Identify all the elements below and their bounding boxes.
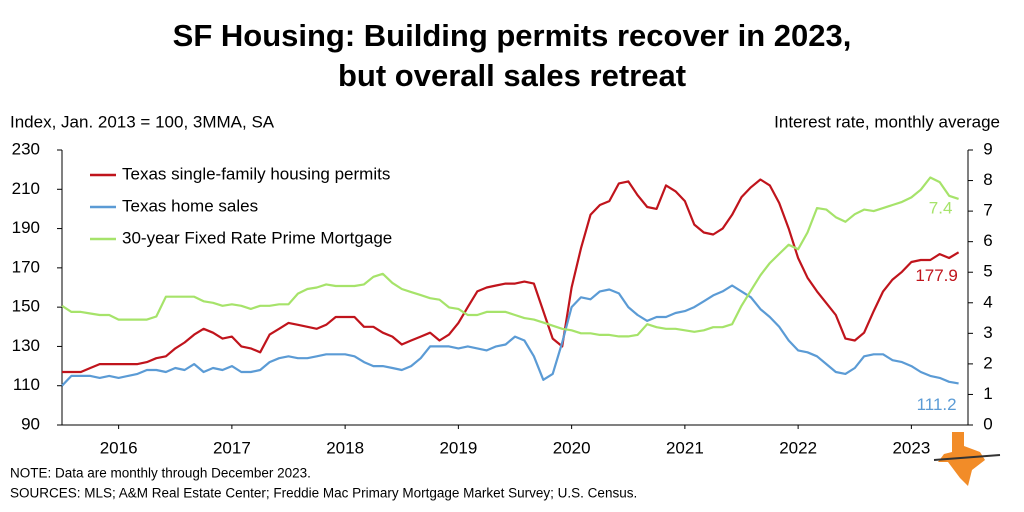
series-line (61, 284, 959, 387)
legend-label: Texas home sales (122, 196, 258, 215)
y2-axis-label: Interest rate, monthly average (774, 112, 1000, 131)
series-line (62, 178, 960, 374)
y2-tick-label: 6 (983, 231, 992, 250)
x-tick-label: 2021 (666, 438, 704, 457)
y2-tick-label: 9 (983, 139, 992, 158)
series-line (61, 176, 959, 338)
x-tick-label: 2018 (326, 438, 364, 457)
x-tick-label: 2020 (553, 438, 591, 457)
end-label: 111.2 (917, 395, 957, 414)
chart-title: but overall sales retreat (338, 58, 686, 93)
x-tick-label: 2017 (213, 438, 251, 457)
y-tick-label: 230 (12, 139, 40, 158)
legend-label: 30-year Fixed Rate Prime Mortgage (122, 228, 392, 247)
x-tick-label: 2022 (779, 438, 817, 457)
x-tick-label: 2019 (439, 438, 477, 457)
note: NOTE: Data are monthly through December … (10, 466, 311, 481)
legend-label: Texas single-family housing permits (122, 164, 390, 183)
y2-tick-label: 3 (983, 323, 992, 342)
y-tick-label: 150 (12, 297, 40, 316)
note: SOURCES: MLS; A&M Real Estate Center; Fr… (10, 486, 637, 501)
y2-tick-label: 0 (983, 414, 992, 433)
chart-title: SF Housing: Building permits recover in … (173, 18, 852, 53)
y-tick-label: 90 (21, 414, 40, 433)
y-tick-label: 170 (12, 257, 40, 276)
y2-tick-label: 5 (983, 262, 992, 281)
y-tick-label: 110 (13, 375, 40, 394)
logo (933, 432, 1001, 486)
y-tick-label: 130 (12, 336, 40, 355)
y2-tick-label: 7 (983, 201, 992, 220)
x-tick-label: 2016 (100, 438, 138, 457)
x-tick-label: 2023 (892, 438, 930, 457)
end-label: 7.4 (929, 198, 953, 217)
y-axis-label: Index, Jan. 2013 = 100, 3MMA, SA (10, 112, 275, 131)
end-label: 177.9 (915, 266, 958, 285)
y2-tick-label: 1 (983, 384, 992, 403)
y-tick-label: 210 (12, 179, 40, 198)
y2-tick-label: 2 (983, 353, 992, 372)
y2-tick-label: 4 (983, 292, 992, 311)
y2-tick-label: 8 (983, 170, 992, 189)
y-tick-label: 190 (12, 218, 40, 237)
